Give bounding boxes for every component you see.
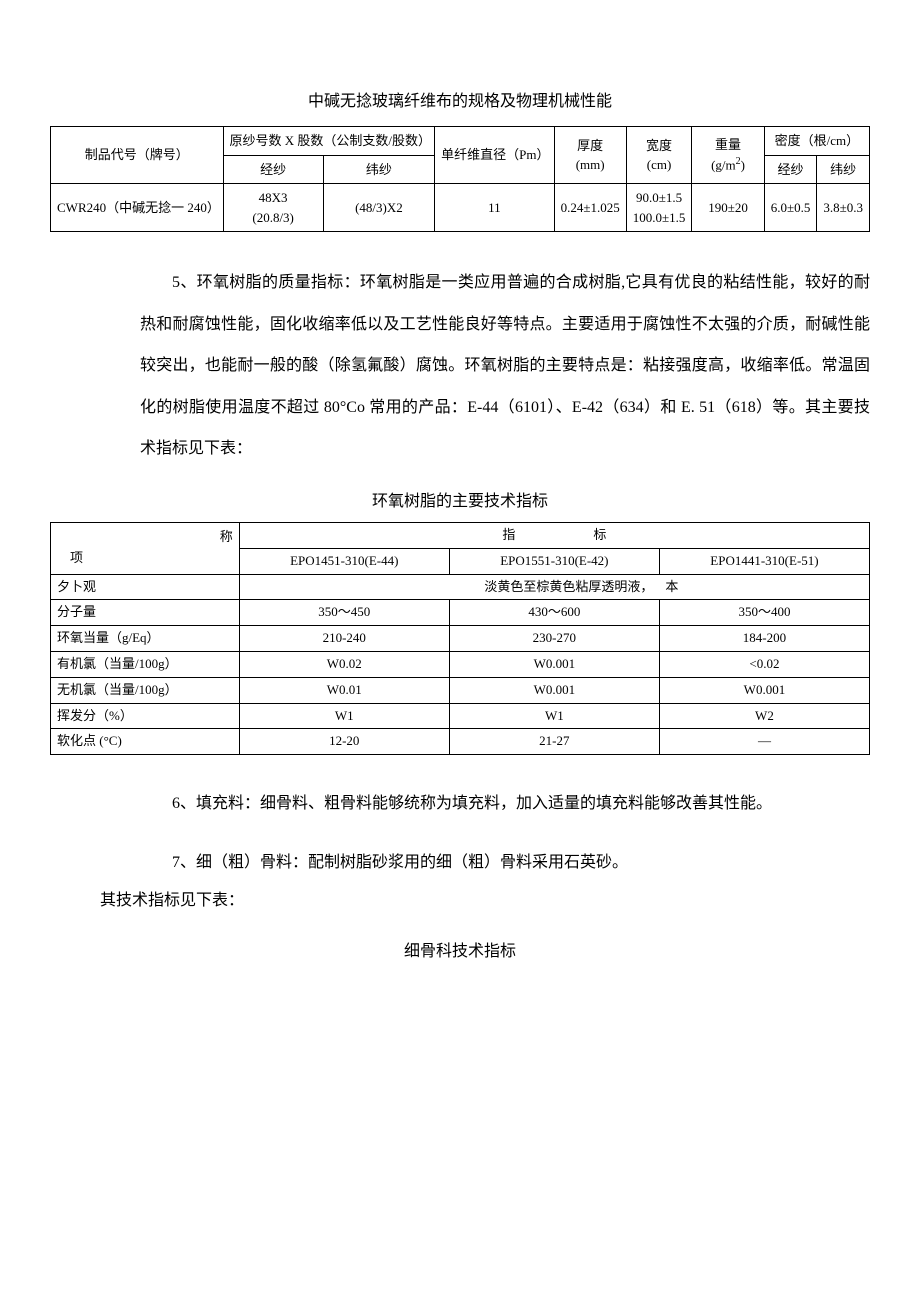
- table-epoxy: 称 项 指 标 EPO1451-310(E-44) EPO1551-310(E-…: [50, 522, 870, 755]
- paragraph-7: 7、细（粗）骨料：配制树脂砂浆用的细（粗）骨料采用石英砂。: [140, 844, 870, 882]
- row-icl-1: W0.001: [449, 677, 659, 703]
- row-vol-2: W2: [659, 703, 869, 729]
- row-vol-label: 挥发分（%）: [51, 703, 240, 729]
- td-warp: 48X3 (20.8/3): [223, 184, 323, 232]
- th-weight: 重量(g/m2): [692, 127, 764, 184]
- row-mw-2: 350～400: [659, 600, 869, 626]
- td-thickness: 0.24±1.025: [554, 184, 626, 232]
- th-e51: EPO1441-310(E-51): [659, 548, 869, 574]
- title-fine-aggregate: 细骨科技术指标: [50, 940, 870, 964]
- row-mw-0: 350～450: [239, 600, 449, 626]
- paragraph-5: 5、环氧树脂的质量指标：环氧树脂是一类应用普遍的合成树脂,它具有优良的粘结性能，…: [140, 262, 870, 470]
- row-icl-0: W0.01: [239, 677, 449, 703]
- row-vol-0: W1: [239, 703, 449, 729]
- td-d-warp: 6.0±0.5: [764, 184, 817, 232]
- th-width: 宽度 (cm): [626, 127, 692, 184]
- row-vol-1: W1: [449, 703, 659, 729]
- row-appearance-label: 夕卜观: [51, 574, 240, 600]
- row-eeq-0: 210-240: [239, 626, 449, 652]
- th-fiber-dia: 单纤维直径（Pm）: [435, 127, 554, 184]
- title-epoxy: 环氧树脂的主要技术指标: [50, 490, 870, 514]
- row-eeq-label: 环氧当量（g/Eq）: [51, 626, 240, 652]
- td-d-weft: 3.8±0.3: [817, 184, 870, 232]
- paragraph-7b: 其技术指标见下表：: [100, 882, 870, 920]
- th-weft: 纬纱: [323, 155, 434, 184]
- th-e42: EPO1551-310(E-42): [449, 548, 659, 574]
- td-weft: (48/3)X2: [323, 184, 434, 232]
- th-indicator: 指 标: [239, 522, 869, 548]
- th-name-item: 称 项: [51, 522, 240, 574]
- th-product-code: 制品代号（牌号）: [51, 127, 224, 184]
- td-code: CWR240（中碱无捻一 240）: [51, 184, 224, 232]
- row-sp-2: —: [659, 729, 869, 755]
- paragraph-6: 6、填充料：细骨料、粗骨料能够统称为填充料，加入适量的填充料能够改善其性能。: [140, 785, 870, 823]
- th-warp: 经纱: [223, 155, 323, 184]
- th-density: 密度（根/cm）: [764, 127, 869, 156]
- row-sp-1: 21-27: [449, 729, 659, 755]
- th-e44: EPO1451-310(E-44): [239, 548, 449, 574]
- title-glass-fiber: 中碱无捻玻璃纤维布的规格及物理机械性能: [50, 90, 870, 114]
- row-icl-label: 无机氯（当量/100g）: [51, 677, 240, 703]
- th-density-weft: 纬纱: [817, 155, 870, 184]
- td-weight: 190±20: [692, 184, 764, 232]
- row-ocl-2: <0.02: [659, 651, 869, 677]
- row-eeq-1: 230-270: [449, 626, 659, 652]
- td-width: 90.0±1.5 100.0±1.5: [626, 184, 692, 232]
- row-mw-label: 分子量: [51, 600, 240, 626]
- th-thickness: 厚度 (mm): [554, 127, 626, 184]
- row-ocl-0: W0.02: [239, 651, 449, 677]
- th-yarn-count: 原纱号数 X 股数（公制支数/股数）: [223, 127, 435, 156]
- row-sp-label: 软化点 (°C): [51, 729, 240, 755]
- row-ocl-label: 有机氯（当量/100g）: [51, 651, 240, 677]
- row-eeq-2: 184-200: [659, 626, 869, 652]
- td-dia: 11: [435, 184, 554, 232]
- row-appearance-tail: 本: [659, 574, 869, 600]
- th-density-warp: 经纱: [764, 155, 817, 184]
- row-sp-0: 12-20: [239, 729, 449, 755]
- row-icl-2: W0.001: [659, 677, 869, 703]
- row-mw-1: 430～600: [449, 600, 659, 626]
- row-ocl-1: W0.001: [449, 651, 659, 677]
- row-appearance-val: 淡黄色至棕黄色粘厚透明液，: [239, 574, 659, 600]
- table-glass-fiber: 制品代号（牌号） 原纱号数 X 股数（公制支数/股数） 单纤维直径（Pm） 厚度…: [50, 126, 870, 232]
